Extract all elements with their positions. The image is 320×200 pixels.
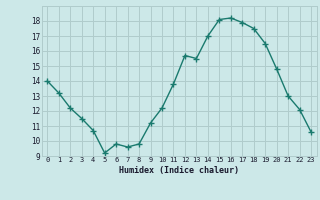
X-axis label: Humidex (Indice chaleur): Humidex (Indice chaleur) <box>119 166 239 175</box>
